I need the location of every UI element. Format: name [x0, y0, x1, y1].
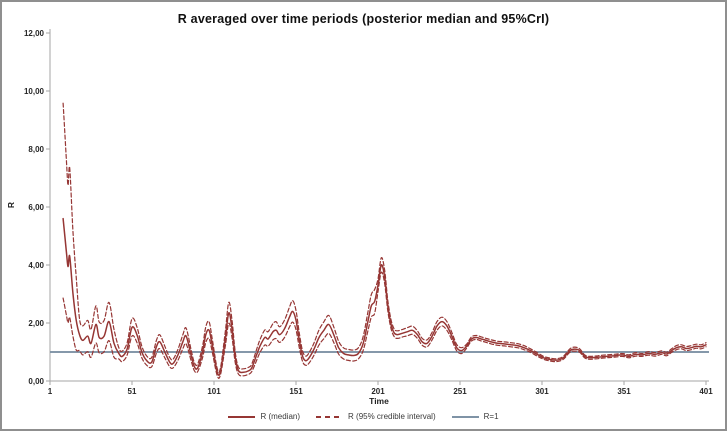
- legend-label: R (95% credible interval): [348, 412, 436, 421]
- credible-interval-line-swatch: [316, 415, 344, 418]
- x-axis-title: Time: [369, 396, 389, 406]
- svg-text:201: 201: [371, 387, 385, 396]
- svg-text:2,00: 2,00: [28, 319, 44, 328]
- svg-text:6,00: 6,00: [28, 203, 44, 212]
- svg-text:101: 101: [207, 387, 221, 396]
- legend-item-credible-interval: R (95% credible interval): [316, 412, 436, 421]
- svg-text:4,00: 4,00: [28, 261, 44, 270]
- legend-label: R (median): [260, 412, 301, 421]
- svg-text:1: 1: [48, 387, 53, 396]
- svg-text:8,00: 8,00: [28, 145, 44, 154]
- svg-text:251: 251: [453, 387, 467, 396]
- svg-text:12,00: 12,00: [24, 29, 45, 38]
- svg-text:0,00: 0,00: [28, 377, 44, 386]
- median-line-swatch: [228, 415, 256, 418]
- chart-title: R averaged over time periods (posterior …: [177, 12, 550, 26]
- legend-label: R=1: [483, 412, 499, 421]
- svg-text:10,00: 10,00: [24, 87, 45, 96]
- chart-legend: R (median) R (95% credible interval) R=1: [2, 412, 725, 421]
- svg-text:401: 401: [699, 387, 713, 396]
- svg-text:151: 151: [289, 387, 303, 396]
- legend-item-r-equals-1: R=1: [451, 412, 499, 421]
- svg-text:51: 51: [128, 387, 137, 396]
- svg-text:351: 351: [617, 387, 631, 396]
- svg-text:301: 301: [535, 387, 549, 396]
- r-equals-1-line-swatch: [451, 415, 479, 418]
- legend-item-median: R (median): [228, 412, 300, 421]
- y-axis-title: R: [6, 201, 17, 209]
